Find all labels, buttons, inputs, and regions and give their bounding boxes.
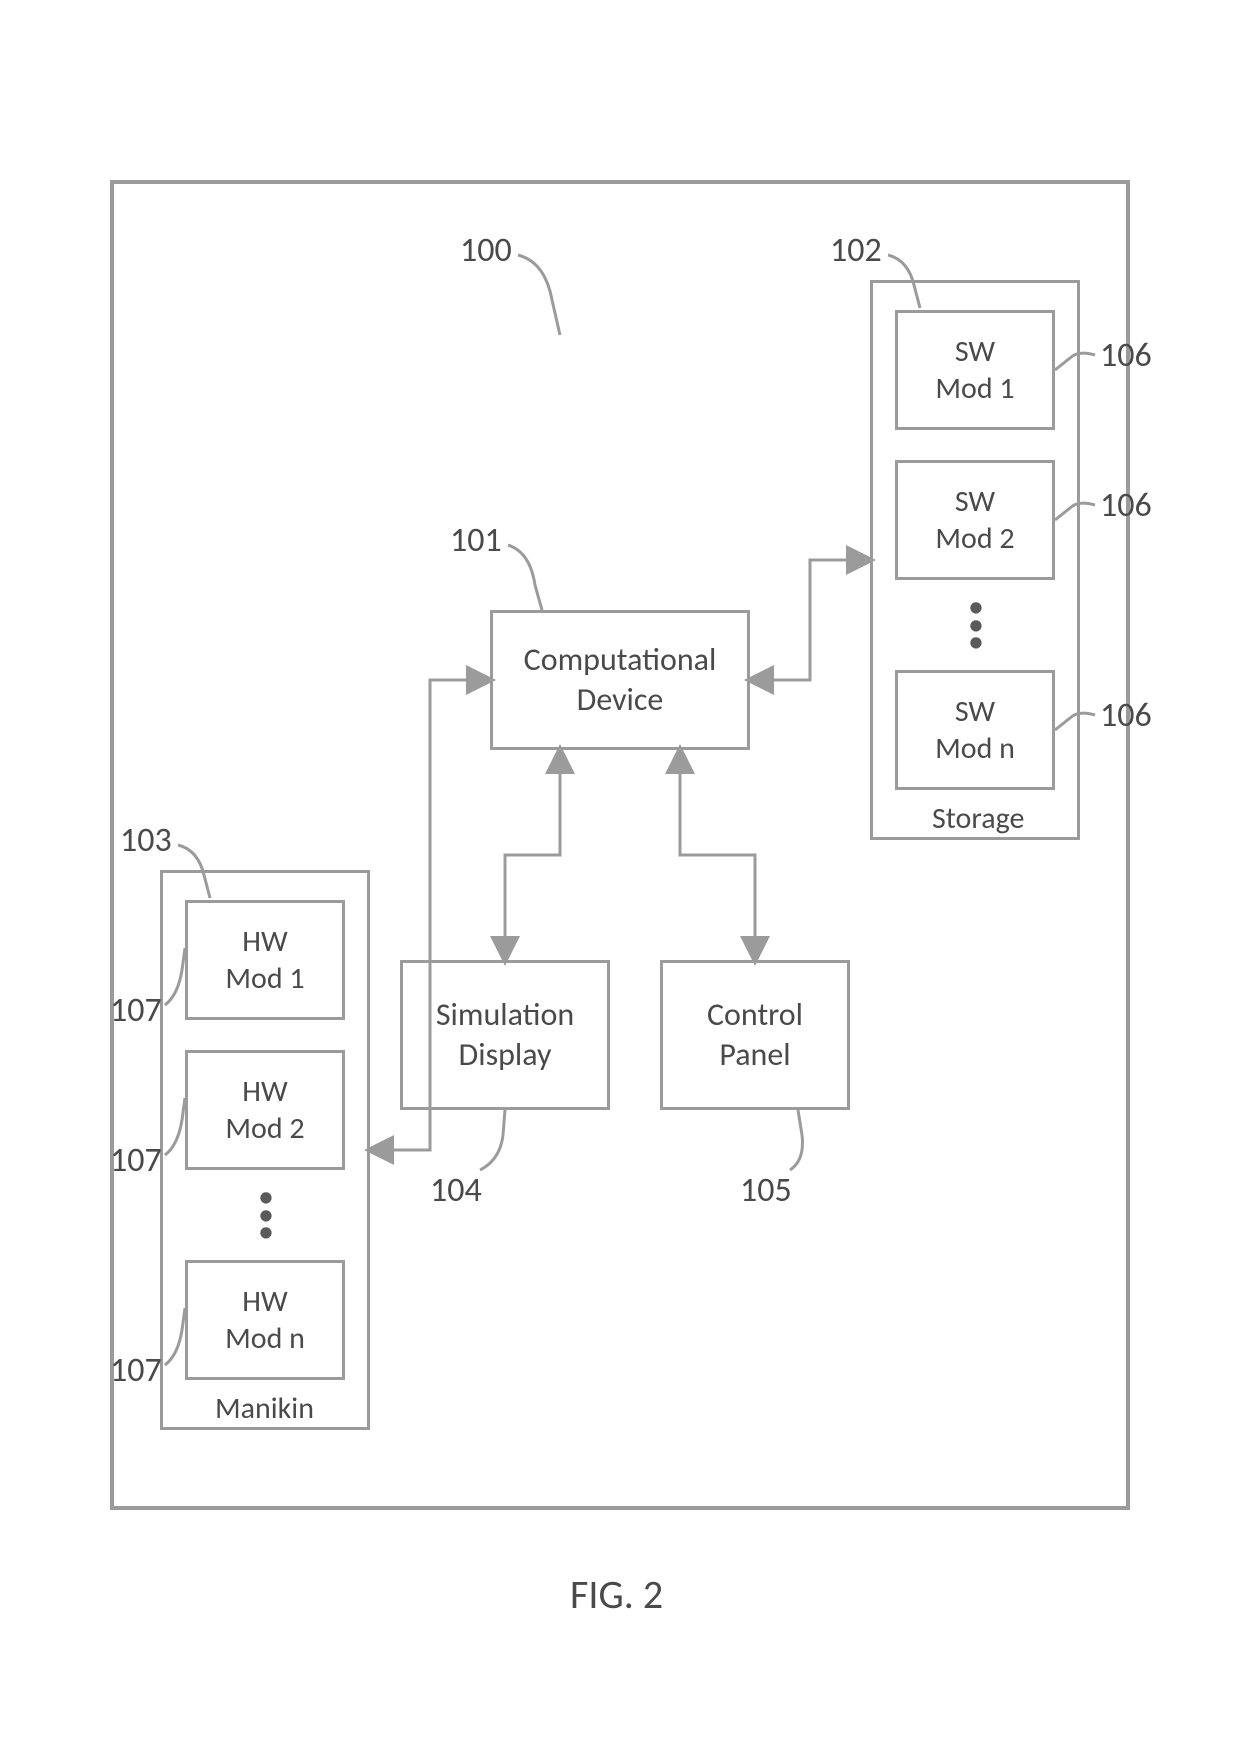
storage-label: Storage [932,800,1024,837]
hw-mod-n-label: HWMod n [225,1283,305,1358]
hw-vdots: ••• [258,1188,276,1241]
simulation-display-label: SimulationDisplay [436,995,574,1075]
sw-mod-2: SWMod 2 [895,460,1055,580]
ref-107b: 107 [110,1140,162,1181]
sw-mod-n: SWMod n [895,670,1055,790]
ref-102: 102 [830,230,882,271]
control-panel-box: ControlPanel [660,960,850,1110]
sw-mod-1-label: SWMod 1 [935,333,1014,408]
sw-mod-1: SWMod 1 [895,310,1055,430]
manikin-label: Manikin [215,1390,314,1427]
ref-106a: 106 [1100,335,1152,376]
ref-101: 101 [450,520,502,561]
ref-107a: 107 [110,990,162,1031]
hw-mod-n: HWMod n [185,1260,345,1380]
diagram-canvas: Storage SWMod 1 SWMod 2 ••• SWMod n Mani… [0,0,1240,1753]
ref-100: 100 [460,230,512,271]
control-panel-label: ControlPanel [707,995,803,1075]
sw-vdots: ••• [968,598,986,651]
figure-label: FIG. 2 [570,1570,663,1619]
ref-106b: 106 [1100,485,1152,526]
hw-mod-1-label: HWMod 1 [225,923,304,998]
ref-103: 103 [120,820,172,861]
sw-mod-n-label: SWMod n [935,693,1015,768]
sw-mod-2-label: SWMod 2 [935,483,1014,558]
ref-106c: 106 [1100,695,1152,736]
hw-mod-2: HWMod 2 [185,1050,345,1170]
hw-mod-2-label: HWMod 2 [225,1073,304,1148]
hw-mod-1: HWMod 1 [185,900,345,1020]
ref-104: 104 [430,1170,482,1211]
computational-device-label: ComputationalDevice [524,640,717,720]
simulation-display-box: SimulationDisplay [400,960,610,1110]
computational-device-box: ComputationalDevice [490,610,750,750]
ref-107c: 107 [110,1350,162,1391]
ref-105: 105 [740,1170,792,1211]
